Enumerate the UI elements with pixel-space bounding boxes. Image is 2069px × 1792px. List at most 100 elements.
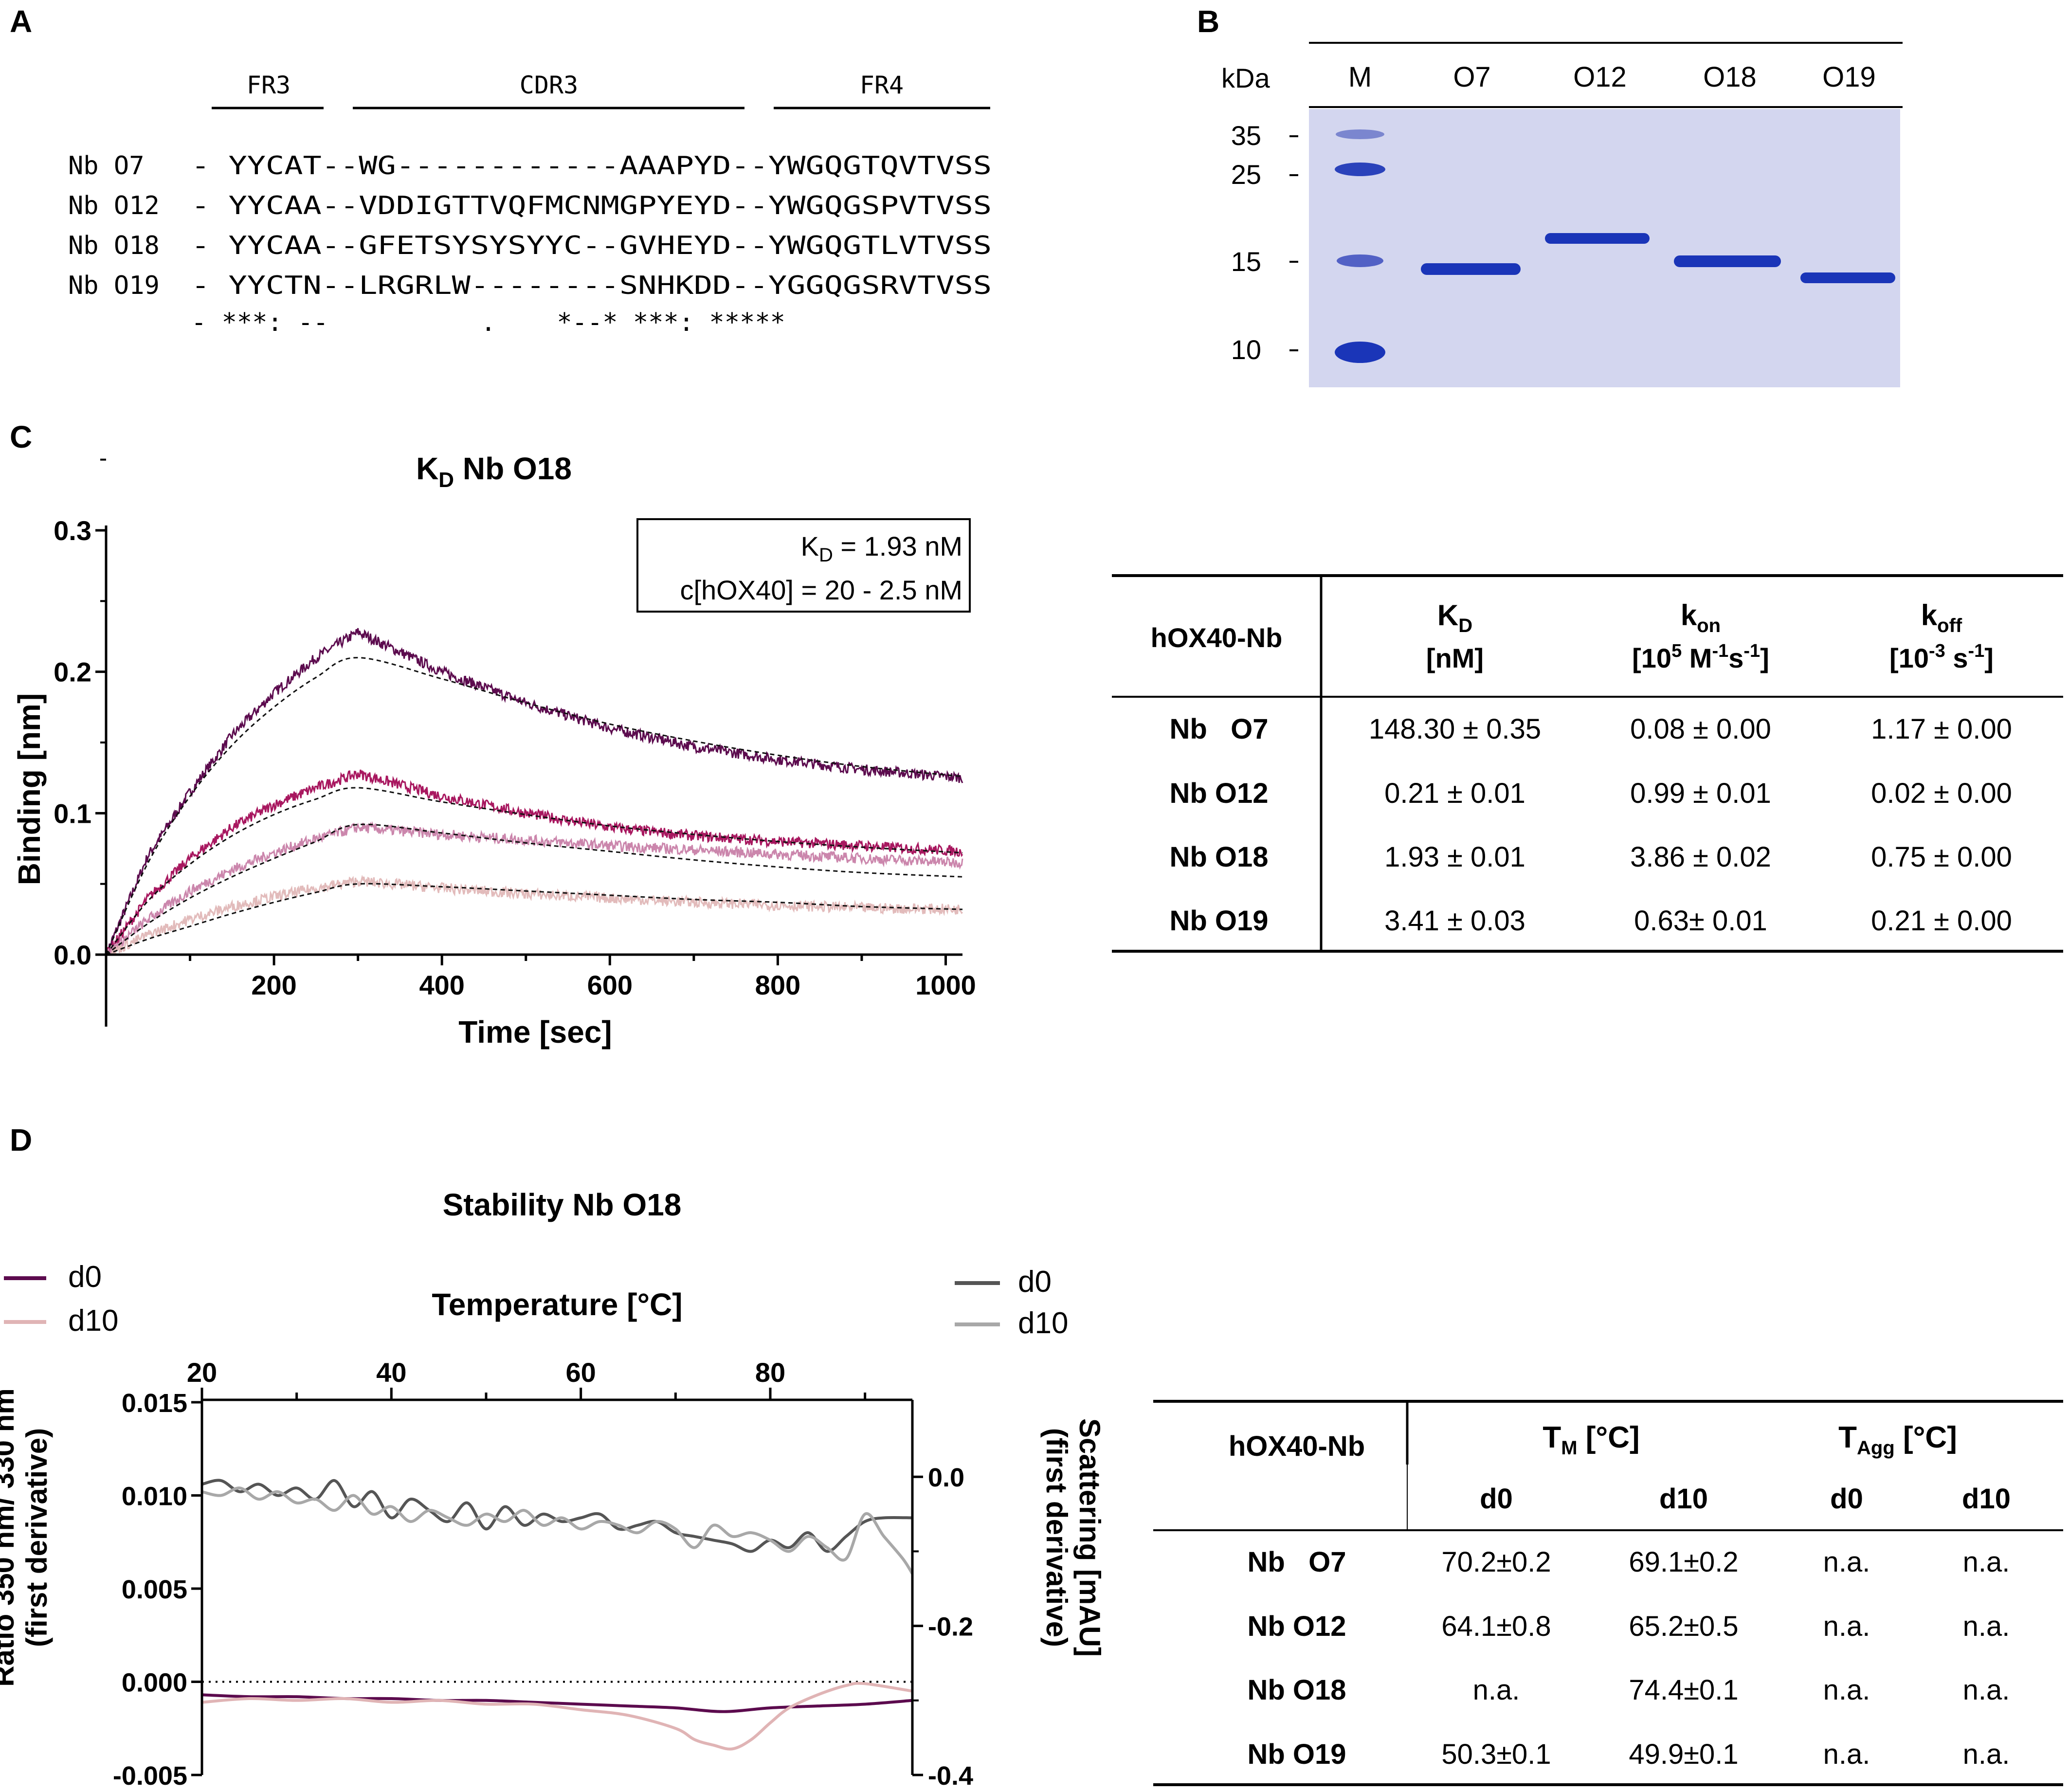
- cell-tagg-d0: n.a.: [1823, 1546, 1870, 1578]
- scattering-line-d0: [201, 1479, 913, 1553]
- cell-tm-d0: 70.2±0.2: [1441, 1546, 1551, 1578]
- seq-name: Nb O19: [68, 271, 160, 300]
- kinetics-ylabel: Binding [nm]: [12, 693, 47, 886]
- panel-a-letter: A: [10, 4, 32, 39]
- seq-row: - YYCAA--GFETSYSYSYYC--GVHEYD--YWGQGTLVT…: [191, 231, 992, 260]
- y-tick-label: 0.0: [54, 940, 91, 970]
- y-tick-label-left: 0.000: [122, 1668, 187, 1698]
- col-header: hOX40-Nb: [1151, 622, 1283, 653]
- stability-title: Stability Nb O18: [443, 1187, 682, 1222]
- ylabel-line: (first derivative): [1040, 1428, 1073, 1647]
- cell-kd: 148.30 ± 0.35: [1369, 713, 1541, 745]
- ylabel-line: Scattering [mAU]: [1073, 1418, 1106, 1657]
- panel-b: B kDa M O7 O12 O18 O19 35 25 15 10: [1197, 4, 1903, 387]
- subheader: d0: [1480, 1483, 1513, 1515]
- sample-band: [1421, 263, 1521, 275]
- x-tick-label: 40: [376, 1357, 406, 1388]
- cell-kon: 0.08 ± 0.00: [1630, 713, 1771, 745]
- legend-label: d0: [1018, 1265, 1052, 1299]
- row-name: Nb O12: [1169, 778, 1268, 809]
- stability-plot: 20 40 60 80 0.015 0.010 0.005 0.000 -0.005 0.0 -0.…: [113, 1357, 973, 1791]
- col-unit: [10-3 s-1]: [1889, 641, 1994, 673]
- col-header: kon: [1681, 599, 1721, 636]
- sample-band: [1545, 233, 1650, 244]
- sample-band: [1674, 255, 1781, 267]
- cell-tm-d0: 64.1±0.8: [1441, 1611, 1551, 1642]
- legend-label: d10: [1018, 1306, 1068, 1340]
- subheader: d0: [1830, 1483, 1863, 1515]
- y-tick-label-right: 0.0: [928, 1463, 964, 1492]
- col-header: koff: [1921, 599, 1962, 636]
- panel-d-letter: D: [10, 1122, 32, 1158]
- gel-background: [1309, 109, 1900, 387]
- marker-band: [1336, 129, 1384, 139]
- x-tick-label: 800: [755, 970, 800, 1000]
- marker-band: [1335, 163, 1385, 176]
- marker-label: 25: [1231, 159, 1261, 190]
- kinetics-plot: 0.0 0.1 0.2 0.3 200 400 600 800 1000: [54, 458, 976, 1027]
- lane-label: M: [1348, 61, 1372, 93]
- marker-band: [1337, 254, 1383, 267]
- y-tick-label-left: 0.015: [122, 1389, 187, 1418]
- fit-line: [105, 657, 963, 955]
- subheader: d10: [1659, 1483, 1708, 1515]
- cell-kd: 1.93 ± 0.01: [1384, 841, 1525, 873]
- seq-row: - YYCAA--VDDIGTTVQFMCNMGPYEYD--YWGQGSPVT…: [191, 191, 992, 220]
- cell-koff: 0.21 ± 0.00: [1871, 905, 2012, 937]
- y-tick-label-left: 0.010: [122, 1482, 187, 1511]
- y-tick-label-right: -0.2: [928, 1612, 973, 1642]
- row-name: Nb O19: [1247, 1738, 1346, 1770]
- cell-koff: 1.17 ± 0.00: [1871, 713, 2012, 745]
- kinetics-legend-box: [636, 518, 971, 613]
- seq-name: Nb O18: [68, 231, 160, 260]
- cell-kon: 0.63± 0.01: [1634, 905, 1767, 937]
- row-name: Nb O7: [1247, 1546, 1346, 1578]
- kinetics-table: hOX40-Nb KD [nM] kon [105 M-1s-1] koff […: [1112, 574, 2063, 953]
- cell-tagg-d0: n.a.: [1823, 1611, 1870, 1642]
- x-tick-label: 60: [566, 1357, 596, 1388]
- legend-label: d10: [68, 1304, 118, 1338]
- cell-tagg-d0: n.a.: [1823, 1738, 1870, 1770]
- row-name: Nb O7: [1169, 713, 1268, 745]
- cell-kd: 3.41 ± 0.03: [1384, 905, 1525, 937]
- kinetics-title: KD Nb O18: [416, 451, 572, 492]
- col-header: hOX40-Nb: [1229, 1430, 1365, 1462]
- marker-label: 35: [1231, 120, 1261, 151]
- stability-xlabel: Temperature [°C]: [432, 1287, 682, 1322]
- lane-label: O7: [1453, 61, 1490, 93]
- y-tick-label: 0.1: [54, 798, 91, 829]
- panel-a: A FR3 CDR3 FR4 Nb O7 - YYCAT--WG--------…: [10, 4, 992, 337]
- cell-kon: 3.86 ± 0.02: [1630, 841, 1771, 873]
- lane-label: O12: [1573, 61, 1627, 93]
- series-line-5-nM: [106, 821, 963, 956]
- x-tick-label: 400: [419, 970, 464, 1000]
- kda-label: kDa: [1221, 63, 1270, 93]
- cell-koff: 0.02 ± 0.00: [1871, 778, 2012, 809]
- cell-tm-d10: 74.4±0.1: [1629, 1674, 1738, 1706]
- scattering-line-d10: [201, 1486, 914, 1575]
- x-tick-label: 1000: [915, 970, 976, 1000]
- cell-tm-d0: n.a.: [1473, 1674, 1520, 1706]
- stability-ylabel-right: Scattering [mAU](first derivative): [1040, 1418, 1106, 1657]
- stability-ylabel-left: Ratio 350 nm/ 330 nm(first derivative): [0, 1388, 53, 1687]
- cell-kon: 0.99 ± 0.01: [1630, 778, 1771, 809]
- row-name: Nb O18: [1169, 841, 1268, 873]
- series-line-20-nM: [105, 628, 963, 955]
- ratio-line-d10: [201, 1682, 913, 1751]
- y-tick-label-right: -0.4: [928, 1761, 973, 1791]
- y-tick-label: 0.2: [54, 657, 91, 688]
- cell-kd: 0.21 ± 0.01: [1384, 778, 1525, 809]
- panel-d: D Stability Nb O18 d0 d10 d0 d10 20 40 60 8…: [0, 1122, 2063, 1791]
- region-fr3: FR3: [247, 71, 290, 99]
- kinetics-xlabel: Time [sec]: [458, 1014, 612, 1050]
- x-tick-label: 200: [251, 970, 296, 1000]
- panel-c-letter: C: [10, 419, 32, 454]
- row-name: Nb O18: [1247, 1674, 1346, 1706]
- seq-row: - YYCTN--LRGRLW--------SNHKDD--YGGQGSRVT…: [191, 271, 992, 300]
- sample-band: [1800, 272, 1895, 283]
- cell-tagg-d10: n.a.: [1963, 1611, 2010, 1642]
- row-name: Nb O12: [1247, 1611, 1346, 1642]
- panel-c: C KD Nb O18 KD = 1.93 nM c[hOX40] = 20 -…: [10, 419, 2063, 1050]
